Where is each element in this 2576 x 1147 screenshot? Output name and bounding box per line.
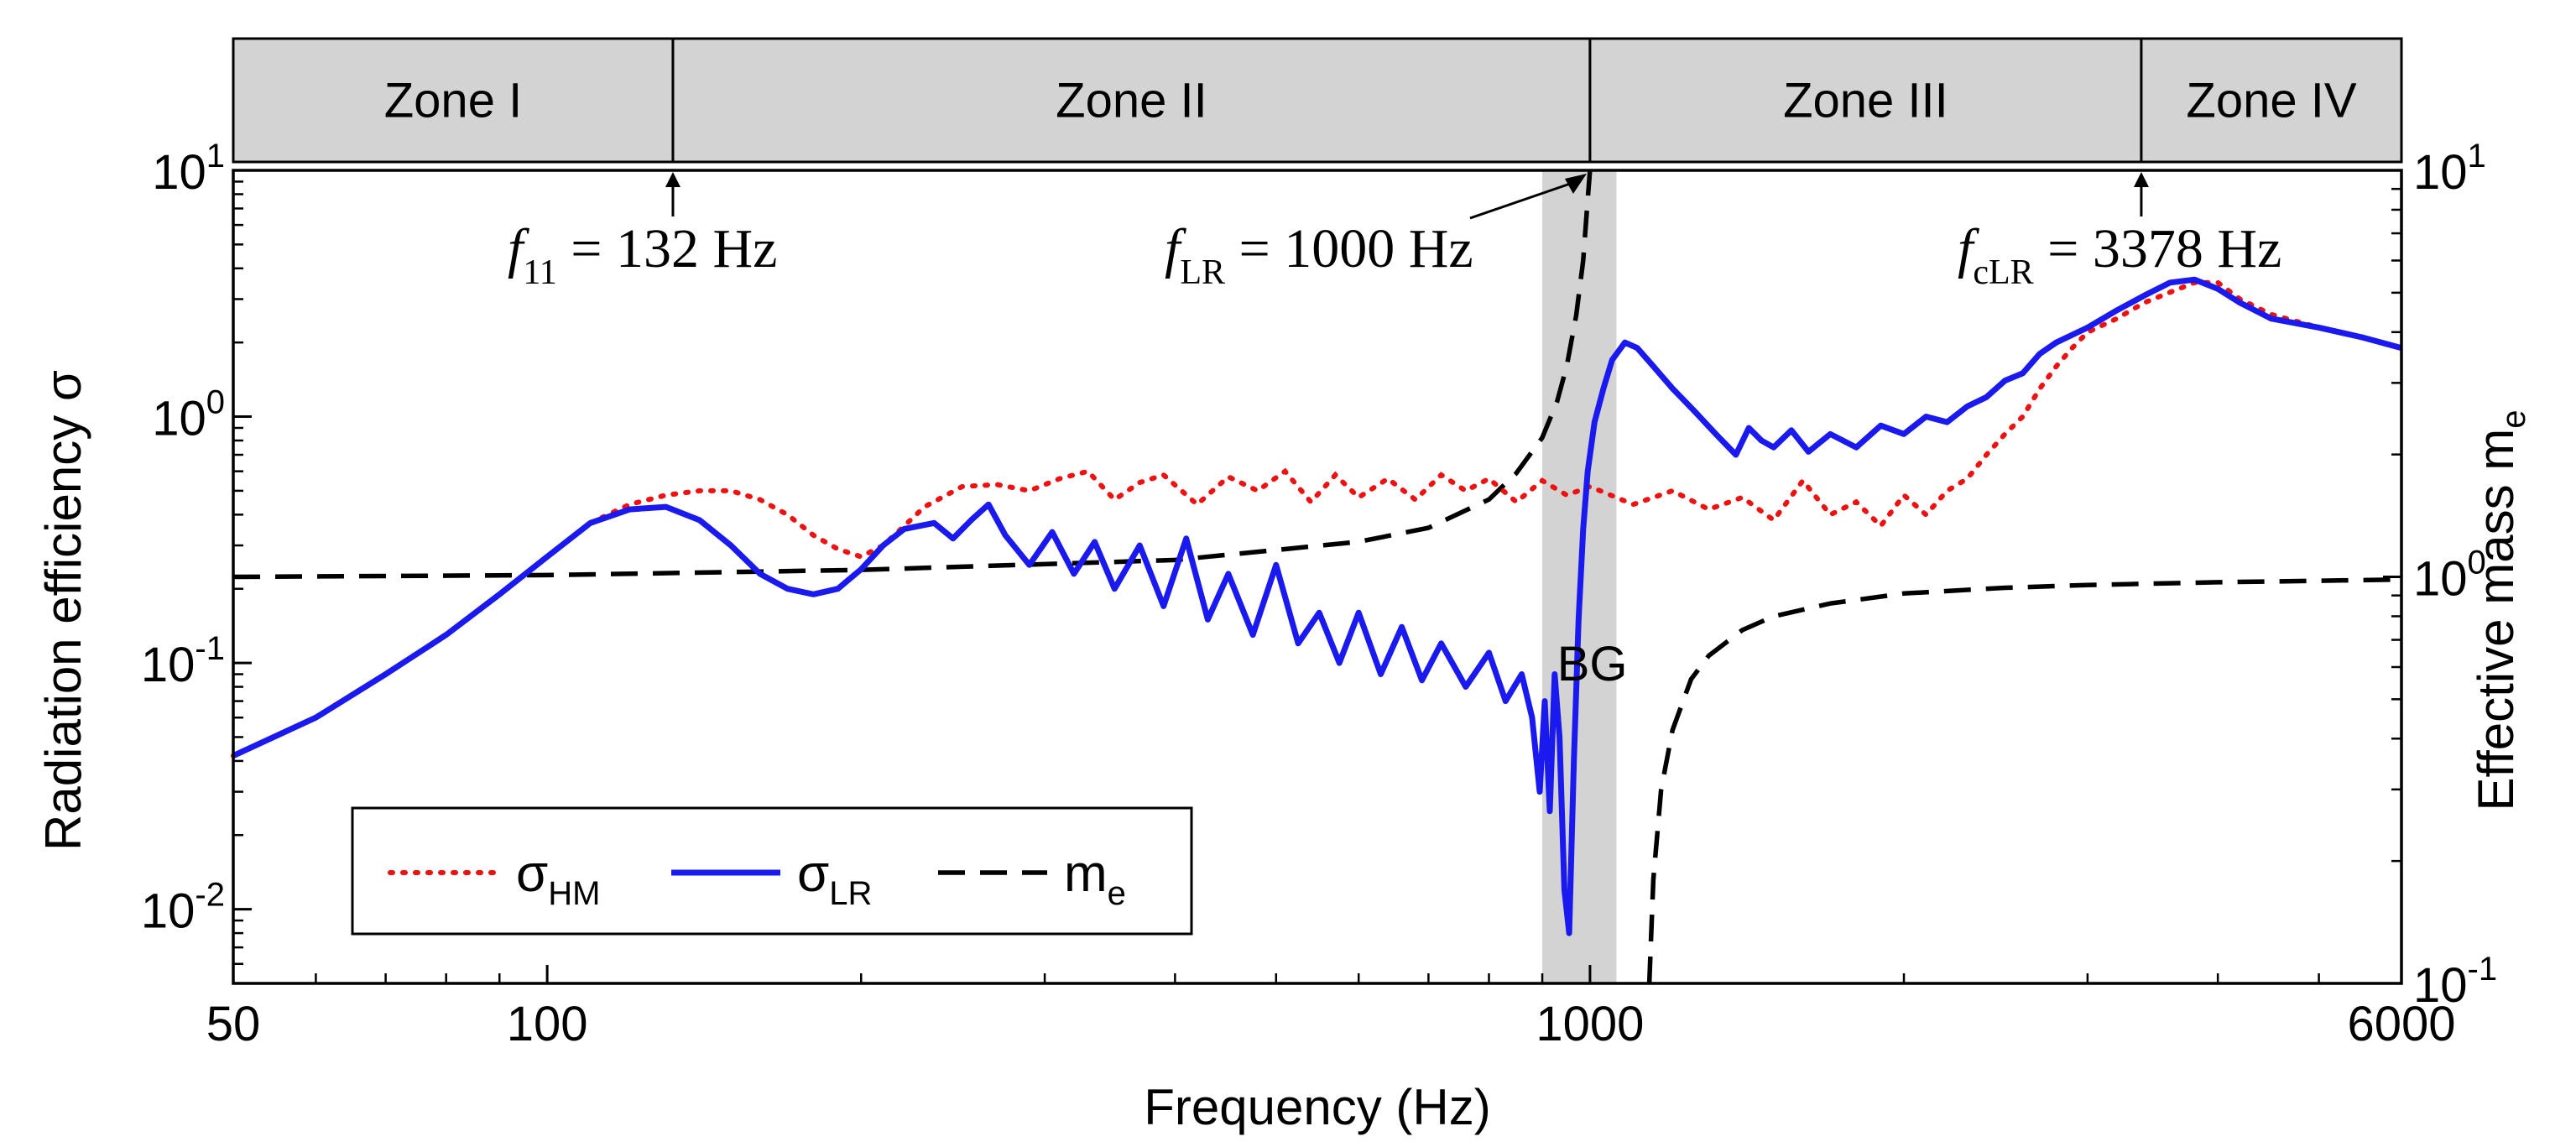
frequency-markers: BG f11 = 132 Hz fLR = 1000 Hz fcLR = 3378 H… — [508, 172, 2281, 691]
axis-labels: Frequency (Hz) Radiation efficiency σ Effe… — [35, 370, 2532, 1135]
legend: σHM σLR me — [351, 806, 1193, 936]
plot-border — [232, 169, 2403, 985]
marker-label-flr: fLR = 1000 Hz — [1165, 218, 1473, 292]
zone-label-2: Zone II — [1056, 74, 1207, 128]
legend-label-me: me — [1064, 845, 1126, 912]
x-tick-label: 100 — [507, 997, 588, 1051]
x-axis-label: Frequency (Hz) — [1144, 1079, 1490, 1135]
axis-ticks: 50 100 1000 6000 10-2 10-1 100 101 10-1 100 101 — [141, 138, 2497, 1051]
y-left-tick-label: 100 — [152, 384, 225, 446]
marker-arrowhead-fclr — [2133, 172, 2149, 187]
band-gap-label: BG — [1557, 637, 1628, 691]
series-me-line-2 — [1646, 576, 2402, 984]
y-left-axis-label: Radiation efficiency σ — [35, 370, 91, 851]
plot-frame — [232, 169, 2403, 985]
series-lines — [231, 169, 2404, 984]
zone-label-3: Zone III — [1783, 74, 1948, 128]
x-tick-label: 1000 — [1536, 997, 1644, 1051]
y-right-tick-label: 100 — [2413, 545, 2486, 607]
y-left-tick-label: 10-2 — [141, 877, 225, 939]
series-me-line — [232, 169, 1593, 580]
zone-header: Zone I Zone II Zone III Zone IV — [232, 37, 2403, 164]
marker-label-fclr: fcLR = 3378 Hz — [1958, 218, 2281, 292]
x-tick-label: 50 — [206, 997, 261, 1051]
zone-box-1 — [232, 37, 675, 164]
y-right-tick-label: 101 — [2413, 138, 2486, 200]
zone-box-3 — [1588, 37, 2143, 164]
series-sigma-lr-line — [232, 276, 2402, 936]
zone-label-1: Zone I — [384, 74, 522, 128]
marker-label-f11: f11 = 132 Hz — [508, 218, 777, 292]
zone-box-4 — [2140, 37, 2403, 164]
y-right-tick-label: 10-1 — [2413, 951, 2497, 1013]
marker-arrowhead-flr — [1564, 174, 1587, 194]
zone-box-2 — [671, 37, 1592, 164]
x-tick-label: 6000 — [2347, 997, 2455, 1051]
legend-label-sigma-lr: σLR — [797, 845, 872, 912]
marker-arrowhead-f11 — [665, 172, 681, 187]
legend-label-sigma-hm: σHM — [516, 845, 600, 912]
y-left-tick-label: 10-1 — [141, 630, 225, 692]
y-left-tick-label: 101 — [152, 138, 225, 200]
marker-arrow-flr — [1469, 180, 1576, 220]
series-sigma-hm-line — [231, 279, 2404, 759]
y-right-axis-label: Effective mass me — [2468, 410, 2532, 811]
zone-label-4: Zone IV — [2186, 74, 2356, 128]
